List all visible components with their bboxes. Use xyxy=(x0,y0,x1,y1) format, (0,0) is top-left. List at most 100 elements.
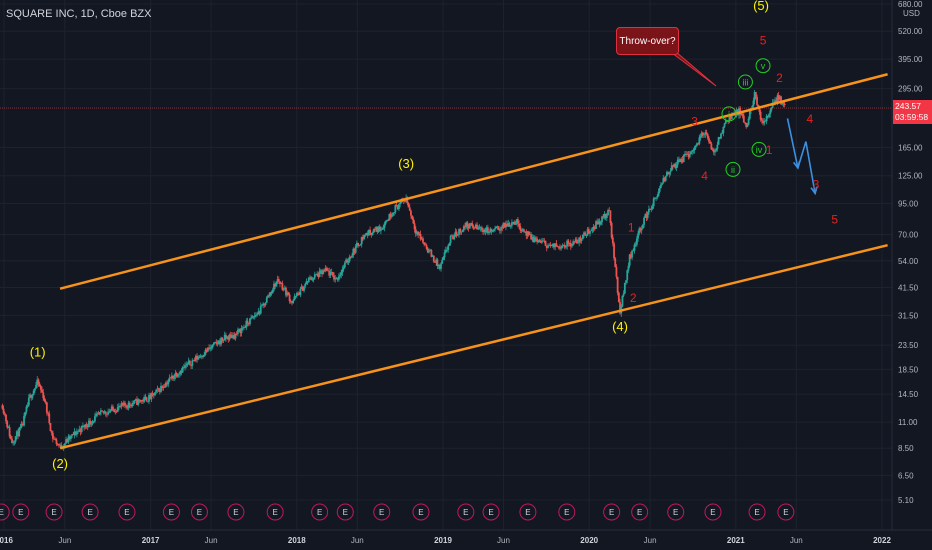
candle-body xyxy=(367,229,370,236)
candle-body xyxy=(535,237,537,239)
candle-body xyxy=(106,413,108,415)
candle-body xyxy=(708,138,710,142)
earnings-marker[interactable]: E xyxy=(482,503,500,521)
time-axis xyxy=(0,530,932,550)
candle-body xyxy=(447,245,450,250)
candle-body xyxy=(412,218,415,224)
sub-wave-label: 4 xyxy=(701,169,708,183)
candle-body xyxy=(561,245,564,248)
earnings-marker[interactable]: E xyxy=(373,503,391,521)
candle-body xyxy=(229,334,232,336)
candle-body xyxy=(363,234,365,239)
candle-body xyxy=(198,356,201,358)
projection-path[interactable] xyxy=(786,118,816,194)
earnings-marker[interactable]: E xyxy=(519,503,537,521)
y-tick-label: 295.00 xyxy=(898,85,923,94)
candle-body xyxy=(729,115,732,119)
sub-wave-label: 5 xyxy=(831,213,838,227)
candle-body xyxy=(149,395,152,400)
candle-body xyxy=(225,334,227,339)
earnings-marker[interactable]: E xyxy=(336,503,354,521)
minor-wave-label: iv xyxy=(751,141,767,157)
candle-body xyxy=(426,248,429,253)
earnings-marker[interactable]: E xyxy=(81,503,99,521)
earnings-marker[interactable]: E xyxy=(266,503,284,521)
candle-body xyxy=(466,222,469,227)
earnings-marker[interactable]: E xyxy=(558,503,576,521)
candle-body xyxy=(109,410,112,412)
earnings-marker[interactable]: E xyxy=(227,503,245,521)
earnings-marker[interactable]: E xyxy=(412,503,430,521)
candle-body xyxy=(380,229,382,231)
minor-wave-circle xyxy=(755,58,771,74)
candle-body xyxy=(114,411,117,413)
earnings-letter: E xyxy=(488,508,493,517)
channel-upper-line[interactable] xyxy=(59,73,888,290)
candle-body xyxy=(79,429,82,433)
candle-body xyxy=(527,231,530,235)
candle-body xyxy=(417,231,420,236)
earnings-marker[interactable]: E xyxy=(667,503,685,521)
earnings-letter: E xyxy=(564,508,569,517)
y-tick-label: 70.00 xyxy=(898,230,919,239)
minor-wave-label: i xyxy=(721,106,737,122)
candle-body xyxy=(358,245,361,247)
candle-body xyxy=(604,213,607,218)
candle-body xyxy=(459,229,462,233)
candle-body xyxy=(524,231,527,233)
candle-body xyxy=(726,120,728,122)
earnings-marker[interactable]: E xyxy=(748,503,766,521)
candle-body xyxy=(682,154,685,163)
candle-body xyxy=(384,221,387,224)
throw-over-callout[interactable]: Throw-over? xyxy=(616,27,679,55)
earnings-marker[interactable]: E xyxy=(190,503,208,521)
earnings-marker[interactable]: E xyxy=(777,503,795,521)
candle-body xyxy=(449,235,452,244)
minor-wave-text: v xyxy=(761,61,766,71)
candle-body xyxy=(670,165,673,171)
candle-body xyxy=(590,230,593,232)
candle-body xyxy=(139,399,142,402)
earnings-marker[interactable]: E xyxy=(704,503,722,521)
candle-body xyxy=(768,114,770,118)
earnings-circle xyxy=(12,503,30,521)
earnings-marker[interactable]: E xyxy=(603,503,621,521)
candle-body xyxy=(569,242,572,247)
candle-body xyxy=(343,262,346,268)
earnings-circle xyxy=(336,503,354,521)
candle-body xyxy=(37,379,40,384)
candle-body xyxy=(547,245,549,248)
candle-body xyxy=(136,399,138,405)
candle-body xyxy=(13,441,16,443)
candle-body xyxy=(687,154,690,158)
candle-body xyxy=(261,305,263,307)
earnings-marker[interactable]: E xyxy=(162,503,180,521)
candle-body xyxy=(694,145,697,148)
earnings-marker[interactable]: E xyxy=(12,503,30,521)
candle-body xyxy=(759,111,762,120)
candle-body xyxy=(602,216,605,218)
candle-body xyxy=(9,436,12,439)
earnings-marker[interactable]: E xyxy=(311,503,329,521)
candle-body xyxy=(253,315,256,317)
candle-body xyxy=(396,206,399,210)
candle-body xyxy=(653,198,656,199)
y-tick-label: 11.00 xyxy=(898,418,918,427)
candle-body xyxy=(279,281,281,284)
y-tick-label: 54.00 xyxy=(898,257,919,266)
candle-body xyxy=(623,282,626,294)
channel-lower-line[interactable] xyxy=(59,243,888,450)
candle-body xyxy=(376,226,379,233)
candle-body xyxy=(674,163,677,168)
candle-body xyxy=(369,229,372,234)
earnings-marker[interactable]: E xyxy=(631,503,649,521)
y-tick-label: 165.00 xyxy=(898,144,923,153)
earnings-circle xyxy=(311,503,329,521)
earnings-marker[interactable]: E xyxy=(45,503,63,521)
candle-body xyxy=(450,235,453,237)
earnings-marker[interactable]: E xyxy=(0,503,10,521)
earnings-marker[interactable]: E xyxy=(457,503,475,521)
candle-body xyxy=(215,341,218,343)
earnings-marker[interactable]: E xyxy=(118,503,136,521)
